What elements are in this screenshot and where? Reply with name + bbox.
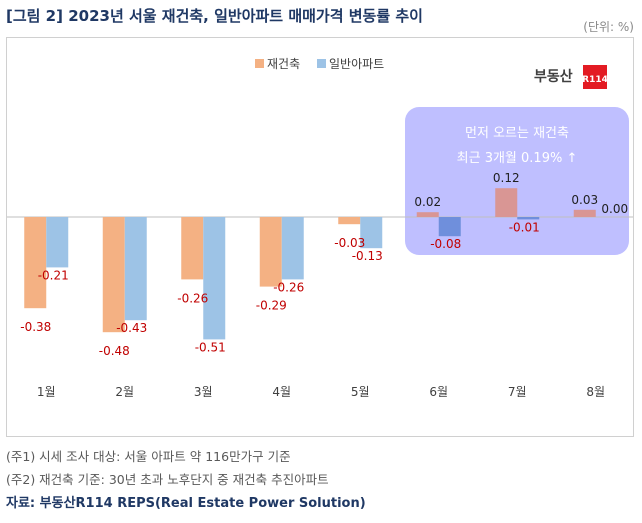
x-tick-5: 5월 xyxy=(351,385,370,399)
legend-label-reconstruction: 재건축 xyxy=(267,57,300,71)
logo-badge-text: R114 xyxy=(582,75,608,85)
data-label-general-4: -0.26 xyxy=(273,280,304,294)
data-labels: -0.38 -0.21 -0.48 -0.43 -0.26 -0.51 -0.29 -0.26… xyxy=(20,171,628,358)
chart-frame: 재건축 일반아파트 부동산 R114 먼저 오르는 재건축 최근 3개월 0.1… xyxy=(6,37,634,437)
x-tick-7: 7월 xyxy=(508,385,527,399)
data-label-general-1: -0.21 xyxy=(38,268,69,282)
data-label-reconstruction-7: 0.12 xyxy=(493,171,520,185)
legend-swatch-general xyxy=(317,59,326,68)
bar-general-4 xyxy=(281,217,304,280)
brand-logo: 부동산 R114 xyxy=(534,65,608,89)
x-tick-1: 1월 xyxy=(37,385,56,399)
callout-box xyxy=(405,107,629,255)
footnote-2: (주2) 재건축 기준: 30년 초과 노후단지 중 재건축 추진아파트 xyxy=(6,472,329,487)
data-label-general-7: -0.01 xyxy=(509,220,540,234)
unit-label: (단위: %) xyxy=(583,20,634,34)
bar-reconstruction-5 xyxy=(338,217,361,225)
bar-reconstruction-6 xyxy=(416,212,439,217)
source-line: 자료: 부동산R114 REPS(Real Estate Power Solut… xyxy=(6,496,366,511)
bar-general-7 xyxy=(517,217,540,220)
bar-reconstruction-2 xyxy=(102,217,125,333)
data-label-general-5: -0.13 xyxy=(352,249,383,263)
data-label-general-2: -0.43 xyxy=(116,321,147,335)
bar-reconstruction-1 xyxy=(24,217,47,309)
legend: 재건축 일반아파트 xyxy=(255,57,384,71)
legend-swatch-reconstruction xyxy=(255,59,264,68)
data-label-reconstruction-8: 0.03 xyxy=(571,193,598,207)
bar-reconstruction-4 xyxy=(259,217,282,287)
legend-label-general: 일반아파트 xyxy=(329,57,384,71)
callout: 먼저 오르는 재건축 최근 3개월 0.19% ↑ xyxy=(405,107,629,255)
logo-badge-bg xyxy=(583,65,607,89)
bar-chart: 재건축 일반아파트 부동산 R114 먼저 오르는 재건축 최근 3개월 0.1… xyxy=(7,57,633,399)
bar-general-3 xyxy=(203,217,226,340)
logo-text: 부동산 xyxy=(534,68,573,85)
callout-line-1: 먼저 오르는 재건축 xyxy=(465,126,569,141)
data-label-reconstruction-6: 0.02 xyxy=(414,195,441,209)
x-tick-6: 6월 xyxy=(429,385,448,399)
bar-reconstruction-8 xyxy=(573,209,596,217)
data-label-general-3: -0.51 xyxy=(195,340,226,354)
bar-general-2 xyxy=(124,217,147,321)
callout-line-2: 최근 3개월 0.19% ↑ xyxy=(457,151,578,166)
data-label-reconstruction-4: -0.29 xyxy=(256,299,287,313)
bar-reconstruction-3 xyxy=(181,217,204,280)
footnote-1: (주1) 시세 조사 대상: 서울 아파트 약 116만가구 기준 xyxy=(6,449,291,464)
data-label-reconstruction-2: -0.48 xyxy=(99,344,130,358)
bar-general-1 xyxy=(46,217,69,268)
x-tick-labels: 1월 2월 3월 4월 5월 6월 7월 8월 xyxy=(37,385,605,399)
x-tick-4: 4월 xyxy=(272,385,291,399)
data-label-general-8: 0.00 xyxy=(601,202,628,216)
data-label-general-6: -0.08 xyxy=(430,237,461,251)
x-tick-8: 8월 xyxy=(586,385,605,399)
data-label-reconstruction-3: -0.26 xyxy=(177,291,208,305)
data-label-reconstruction-1: -0.38 xyxy=(20,320,51,334)
bar-reconstruction-7 xyxy=(495,188,518,217)
chart-title: [그림 2] 2023년 서울 재건축, 일반아파트 매매가격 변동률 추이 xyxy=(6,7,423,25)
x-tick-3: 3월 xyxy=(194,385,213,399)
x-tick-2: 2월 xyxy=(115,385,134,399)
bar-general-6 xyxy=(438,217,461,237)
data-label-reconstruction-5: -0.03 xyxy=(334,236,365,250)
bars xyxy=(24,188,596,340)
bar-general-5 xyxy=(360,217,383,249)
